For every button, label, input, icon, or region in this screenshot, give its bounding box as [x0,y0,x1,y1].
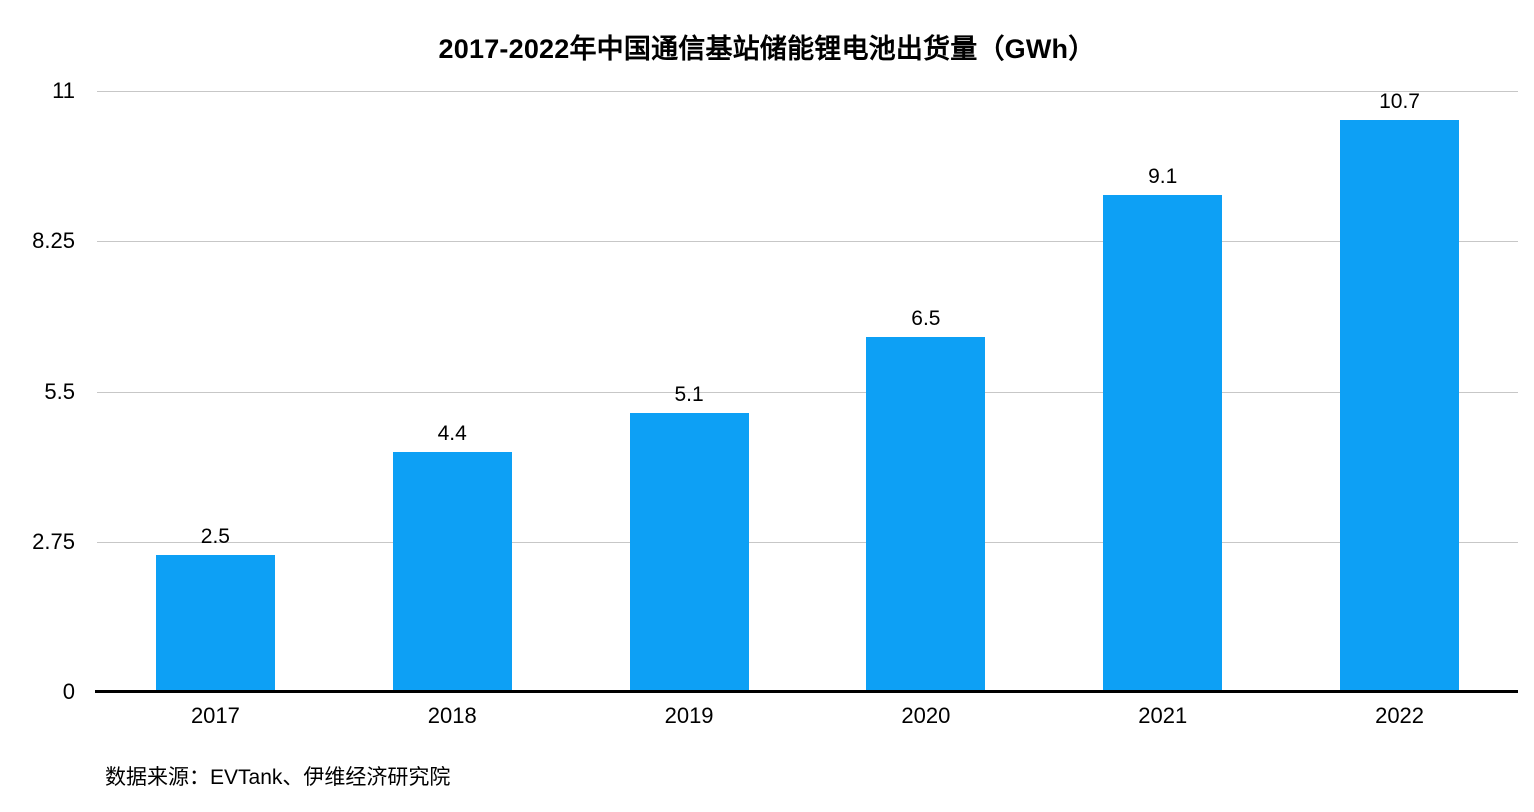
x-tick-label: 2018 [427,703,477,728]
bar-group-2022: 10.7 [1281,91,1518,692]
y-tick-label: 8.25 [32,228,75,254]
bar-stack: 5.1 [629,91,749,692]
y-tick-label: 0 [62,679,75,704]
y-tick-label: 5.5 [44,378,75,404]
x-tick-label: 2020 [901,703,951,728]
bar-group-2018: 4.4 [334,91,571,692]
bar [155,555,275,692]
bar-series: 2.5 4.4 5.1 6.5 [97,91,1518,692]
y-tick-label: 11 [52,78,75,103]
bar [629,413,749,692]
bar [866,336,986,692]
bar-group-2017: 2.5 [97,91,334,692]
y-axis: 11 8.25 5.5 2.75 0 [0,80,75,703]
bar-stack: 4.4 [392,91,512,692]
bar-value-label: 10.7 [1379,90,1420,113]
bar-stack: 10.7 [1340,90,1460,692]
gridline [97,241,1518,243]
x-axis-line [95,690,1518,693]
x-tick-label: 2021 [1138,703,1188,728]
bar [392,451,512,692]
bar-value-label: 2.5 [200,525,230,549]
gridline [97,91,1518,92]
gridline [97,541,1518,543]
chart-title: 2017-2022年中国通信基站储能锂电池出货量（GWh） [438,34,1096,64]
bar-stack: 6.5 [866,91,986,692]
x-axis: 2017 2018 2019 2020 2021 2022 [97,703,1518,729]
x-tick-label: 2017 [190,703,240,728]
bar-group-2021: 9.1 [1044,91,1281,692]
bar-group-2019: 5.1 [571,91,808,692]
bar-value-label: 6.5 [911,306,941,330]
gridline [97,391,1518,393]
x-tick-label: 2022 [1375,703,1425,728]
bar [1340,120,1460,692]
bar [1103,194,1223,692]
bar-value-label: 5.1 [674,383,704,407]
x-tick-label: 2019 [664,703,714,728]
bar-stack: 2.5 [155,91,275,692]
bar-stack: 9.1 [1103,91,1223,692]
y-tick-label: 2.75 [32,528,75,554]
source-note: 数据来源：EVTank、伊维经济研究院 [105,766,451,789]
bar-value-label: 4.4 [437,421,467,445]
bar-group-2020: 6.5 [807,91,1044,692]
plot-area: 2.5 4.4 5.1 6.5 [95,91,1518,693]
bar-value-label: 9.1 [1148,164,1178,188]
